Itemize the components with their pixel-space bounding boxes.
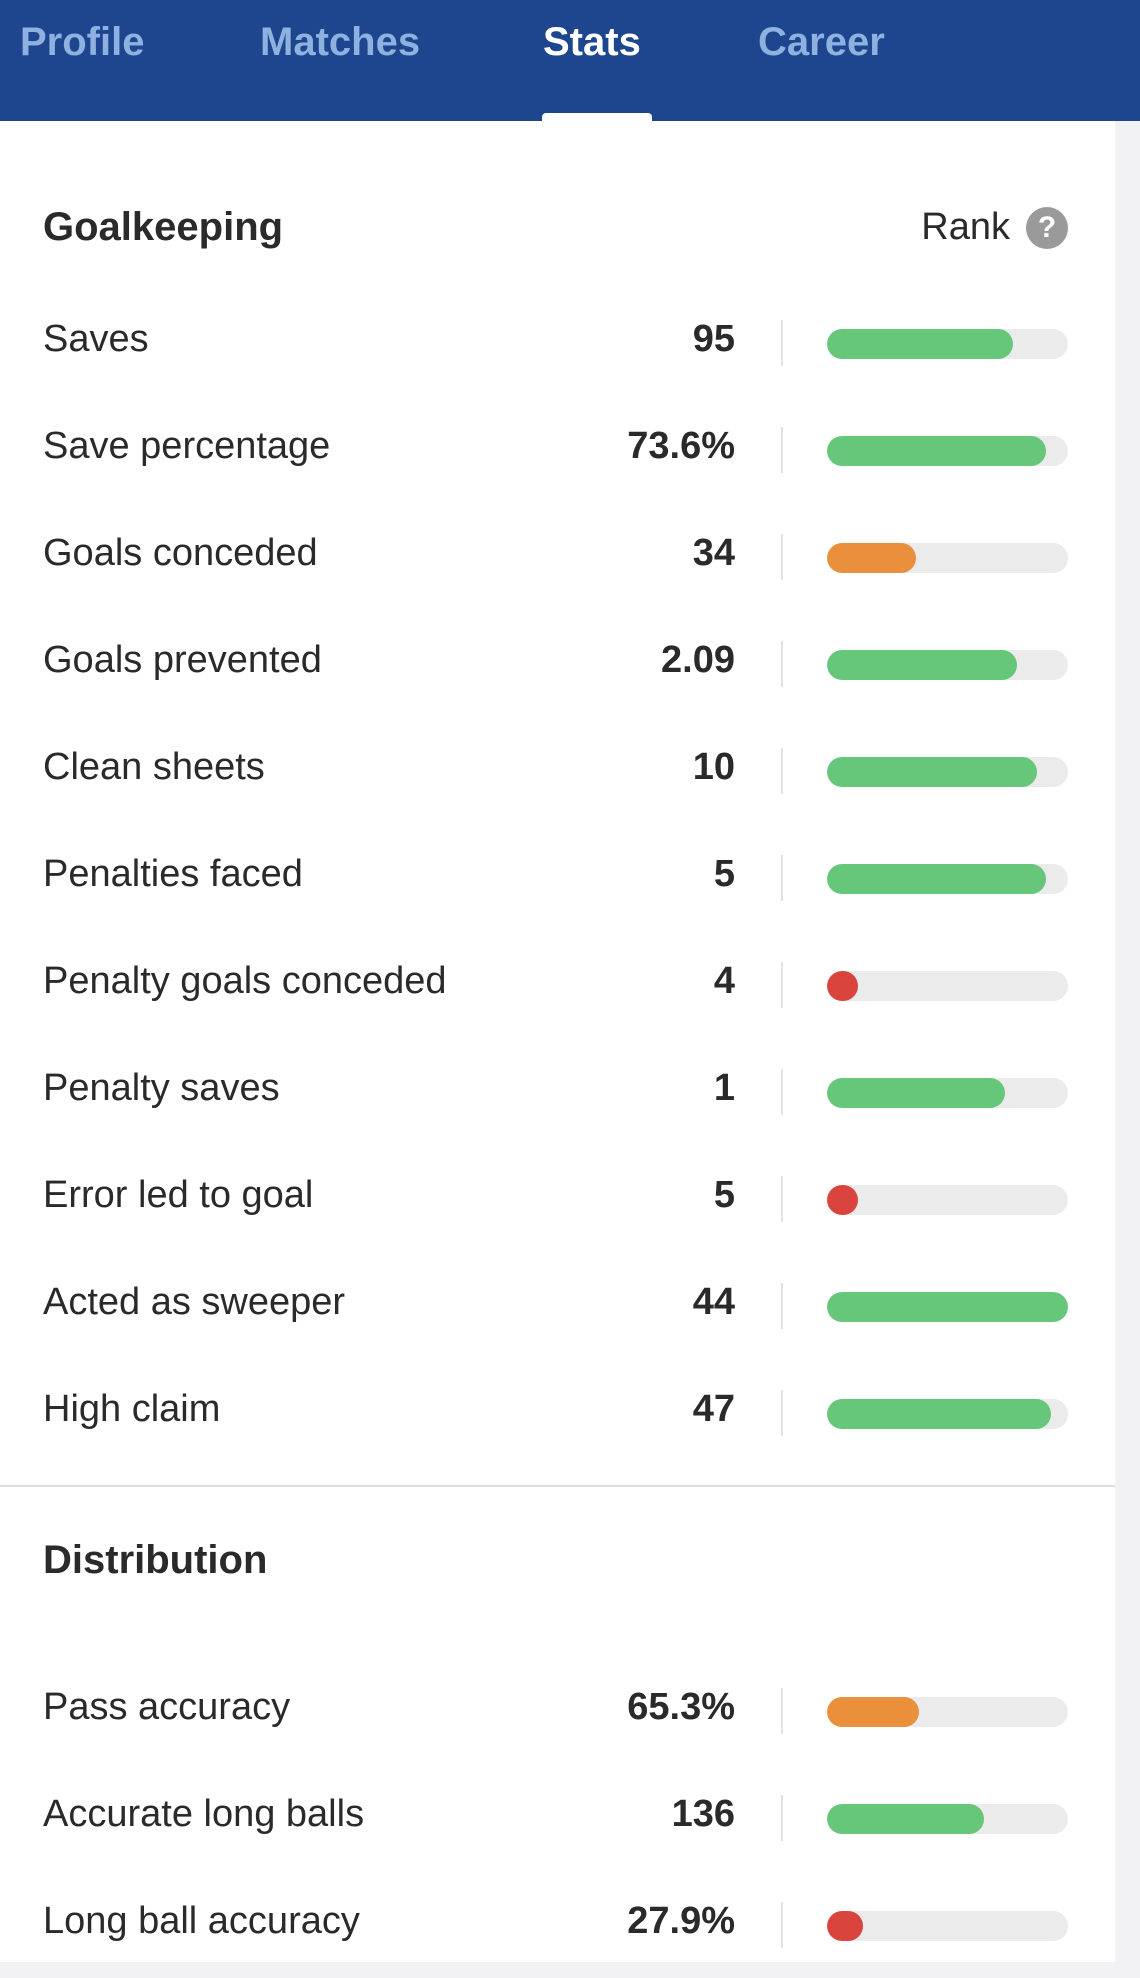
stat-label: Clean sheets	[43, 746, 265, 788]
stat-label: Penalty saves	[43, 1067, 280, 1109]
rank-bar-fill	[827, 757, 1037, 787]
rank-bar-fill	[827, 1185, 858, 1215]
rank-bar-fill	[827, 436, 1046, 466]
rank-bar	[827, 1399, 1068, 1429]
section-title-distribution: Distribution	[43, 1538, 268, 1582]
value-divider	[781, 534, 783, 580]
rank-bar-fill	[827, 1911, 863, 1941]
stats-card: Goalkeeping Rank ? Saves 95 Save percentag…	[0, 121, 1115, 1962]
rank-bar-fill	[827, 1078, 1005, 1108]
tab-matches[interactable]: Matches	[260, 20, 421, 64]
stat-row[interactable]: Penalties faced 5	[0, 824, 1115, 931]
rank-bar	[827, 757, 1068, 787]
active-tab-indicator	[542, 113, 652, 121]
value-divider	[781, 748, 783, 794]
stat-value: 73.6%	[627, 425, 735, 467]
rank-bar-fill	[827, 543, 916, 573]
stat-value: 136	[671, 1793, 735, 1835]
stat-label: Saves	[43, 318, 149, 360]
stat-label: Goals conceded	[43, 532, 318, 574]
value-divider	[781, 1283, 783, 1329]
rank-bar	[827, 1697, 1068, 1727]
stat-value: 34	[692, 532, 735, 574]
stat-row[interactable]: Long ball accuracy 27.9%	[0, 1871, 1115, 1978]
rank-bar	[827, 329, 1068, 359]
rank-bar-fill	[827, 1804, 984, 1834]
rank-bar	[827, 864, 1068, 894]
stat-label: Error led to goal	[43, 1174, 314, 1216]
rank-bar	[827, 1804, 1068, 1834]
stat-label: Penalty goals conceded	[43, 960, 447, 1002]
stat-row[interactable]: Acted as sweeper 44	[0, 1252, 1115, 1359]
rank-bar	[827, 1185, 1068, 1215]
distribution-section: Distribution Pass accuracy 65.3% Accurate …	[0, 1487, 1115, 1962]
rank-label: Rank	[921, 206, 1010, 248]
tab-stats[interactable]: Stats	[543, 20, 641, 64]
rank-header: Rank ?	[921, 206, 1068, 249]
top-tab-bar: Profile Matches Stats Career	[0, 0, 1140, 121]
stat-label: Acted as sweeper	[43, 1281, 346, 1323]
rank-bar-fill	[827, 1697, 919, 1727]
rank-bar-fill	[827, 650, 1017, 680]
rank-bar	[827, 971, 1068, 1001]
stat-value: 5	[713, 853, 735, 895]
stat-label: Accurate long balls	[43, 1793, 365, 1835]
value-divider	[781, 320, 783, 366]
rank-bar	[827, 1292, 1068, 1322]
value-divider	[781, 1390, 783, 1436]
stat-label: Save percentage	[43, 425, 331, 467]
rank-bar-fill	[827, 864, 1046, 894]
value-divider	[781, 962, 783, 1008]
stat-row[interactable]: Saves 95	[0, 289, 1115, 396]
stat-row[interactable]: Clean sheets 10	[0, 717, 1115, 824]
stat-row[interactable]: Pass accuracy 65.3%	[0, 1657, 1115, 1764]
rank-bar	[827, 543, 1068, 573]
rank-bar	[827, 436, 1068, 466]
rank-bar	[827, 1078, 1068, 1108]
stat-label: Goals prevented	[43, 639, 322, 681]
stat-row[interactable]: Save percentage 73.6%	[0, 396, 1115, 503]
stat-label: Long ball accuracy	[43, 1900, 360, 1942]
rank-bar	[827, 650, 1068, 680]
question-mark-icon[interactable]: ?	[1026, 206, 1068, 249]
value-divider	[781, 1069, 783, 1115]
rank-bar-fill	[827, 971, 858, 1001]
rank-bar-fill	[827, 329, 1013, 359]
stat-row[interactable]: Goals conceded 34	[0, 503, 1115, 610]
tab-profile[interactable]: Profile	[20, 20, 145, 64]
stat-row[interactable]: Penalty saves 1	[0, 1038, 1115, 1145]
stat-label: Pass accuracy	[43, 1686, 291, 1728]
value-divider	[781, 641, 783, 687]
stat-label: High claim	[43, 1388, 221, 1430]
stat-value: 4	[713, 960, 735, 1002]
value-divider	[781, 427, 783, 473]
rank-bar	[827, 1911, 1068, 1941]
stat-value: 5	[713, 1174, 735, 1216]
stat-row[interactable]: Goals prevented 2.09	[0, 610, 1115, 717]
value-divider	[781, 1795, 783, 1841]
stat-value: 27.9%	[627, 1900, 735, 1942]
section-divider	[0, 1485, 1115, 1487]
value-divider	[781, 855, 783, 901]
stat-value: 95	[692, 318, 735, 360]
value-divider	[781, 1176, 783, 1222]
stat-value: 65.3%	[627, 1686, 735, 1728]
stat-value: 10	[692, 746, 735, 788]
stat-value: 1	[713, 1067, 735, 1109]
stat-value: 44	[692, 1281, 735, 1323]
stat-row[interactable]: Penalty goals conceded 4	[0, 931, 1115, 1038]
section-title-goalkeeping: Goalkeeping	[43, 205, 284, 249]
value-divider	[781, 1902, 783, 1948]
rank-bar-fill	[827, 1292, 1068, 1322]
stat-row[interactable]: Error led to goal 5	[0, 1145, 1115, 1252]
rank-bar-fill	[827, 1399, 1051, 1429]
stat-value: 47	[692, 1388, 735, 1430]
value-divider	[781, 1688, 783, 1734]
tab-career[interactable]: Career	[758, 20, 885, 64]
stat-row[interactable]: Accurate long balls 136	[0, 1764, 1115, 1871]
stat-label: Penalties faced	[43, 853, 303, 895]
stat-row[interactable]: High claim 47	[0, 1359, 1115, 1466]
goalkeeping-section: Goalkeeping Rank ? Saves 95 Save percentag…	[0, 121, 1115, 1485]
stat-value: 2.09	[661, 639, 735, 681]
